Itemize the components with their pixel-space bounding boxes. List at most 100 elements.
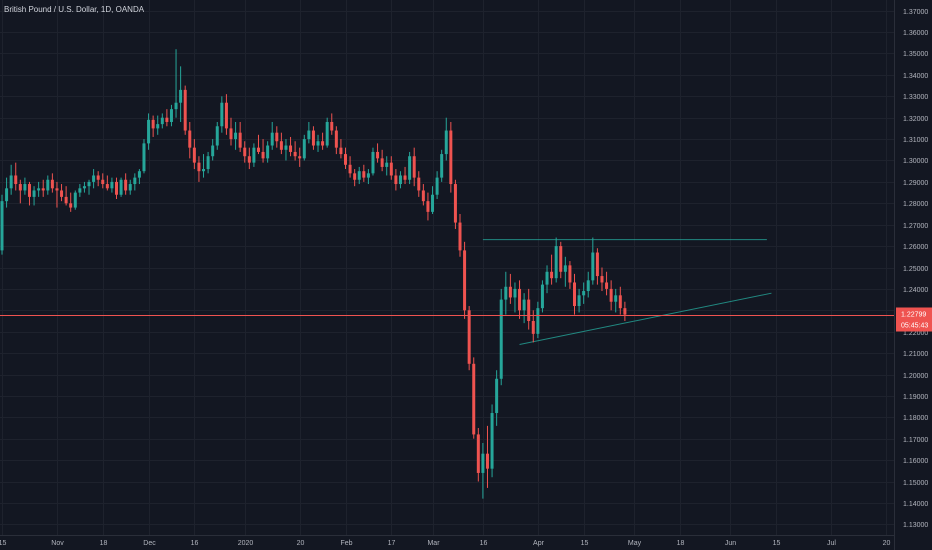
- candle[interactable]: [536, 301, 540, 339]
- trendlines[interactable]: [482, 239, 772, 346]
- candle[interactable]: [334, 126, 338, 155]
- candle[interactable]: [614, 288, 618, 313]
- candle[interactable]: [27, 181, 31, 206]
- candle[interactable]: [46, 175, 50, 195]
- candle[interactable]: [110, 177, 114, 193]
- candle[interactable]: [476, 428, 480, 482]
- candle[interactable]: [577, 288, 581, 313]
- candle[interactable]: [183, 85, 187, 135]
- candle[interactable]: [527, 288, 531, 330]
- candle[interactable]: [316, 134, 320, 152]
- candle[interactable]: [92, 169, 96, 189]
- candle[interactable]: [440, 149, 444, 182]
- candle[interactable]: [9, 164, 13, 195]
- candle[interactable]: [266, 141, 270, 163]
- candle[interactable]: [435, 171, 439, 200]
- candle[interactable]: [137, 169, 141, 185]
- candle[interactable]: [60, 184, 64, 202]
- candle[interactable]: [238, 121, 242, 152]
- candle[interactable]: [147, 113, 151, 150]
- candle[interactable]: [270, 121, 274, 150]
- candle[interactable]: [545, 265, 549, 294]
- candle[interactable]: [362, 164, 366, 182]
- candle[interactable]: [124, 173, 128, 195]
- candle[interactable]: [243, 141, 247, 163]
- candle[interactable]: [160, 113, 164, 129]
- candle[interactable]: [321, 132, 325, 150]
- candle[interactable]: [426, 192, 430, 221]
- candle[interactable]: [325, 117, 329, 148]
- candle[interactable]: [279, 132, 283, 155]
- candle[interactable]: [550, 254, 554, 285]
- candle[interactable]: [472, 357, 476, 439]
- candle[interactable]: [211, 139, 215, 161]
- candle[interactable]: [518, 280, 522, 319]
- candle[interactable]: [82, 181, 86, 193]
- candle[interactable]: [513, 282, 517, 313]
- candle[interactable]: [0, 194, 4, 255]
- candle[interactable]: [18, 179, 22, 204]
- candle[interactable]: [32, 186, 36, 206]
- candle[interactable]: [458, 214, 462, 257]
- candle[interactable]: [485, 425, 489, 488]
- candle[interactable]: [128, 179, 132, 195]
- candle[interactable]: [5, 177, 9, 208]
- candle[interactable]: [449, 121, 453, 193]
- candle[interactable]: [293, 141, 297, 161]
- candle[interactable]: [522, 293, 526, 324]
- candle[interactable]: [307, 121, 311, 144]
- candle[interactable]: [366, 169, 370, 185]
- candle[interactable]: [573, 273, 576, 315]
- candle[interactable]: [380, 149, 384, 172]
- candle[interactable]: [582, 282, 586, 304]
- candle[interactable]: [453, 179, 457, 229]
- candle[interactable]: [215, 121, 219, 150]
- candle[interactable]: [41, 179, 45, 197]
- candle[interactable]: [115, 177, 118, 200]
- candle[interactable]: [559, 241, 563, 279]
- candle[interactable]: [64, 186, 68, 206]
- candle[interactable]: [600, 267, 604, 292]
- candle[interactable]: [412, 147, 416, 187]
- candle[interactable]: [490, 404, 494, 478]
- candle[interactable]: [408, 151, 412, 185]
- candle[interactable]: [344, 147, 347, 170]
- price-axis[interactable]: 1.13000 1.14000 1.15000 1.16000 1.17000 1.180…: [903, 9, 928, 529]
- candle[interactable]: [330, 113, 334, 135]
- candle[interactable]: [623, 301, 627, 321]
- candle[interactable]: [275, 126, 279, 148]
- trendline[interactable]: [519, 292, 772, 346]
- candle[interactable]: [504, 271, 508, 315]
- candle[interactable]: [499, 288, 503, 386]
- candle[interactable]: [357, 166, 361, 185]
- candle[interactable]: [348, 156, 352, 178]
- candle[interactable]: [540, 280, 544, 313]
- candle[interactable]: [14, 162, 18, 191]
- candle[interactable]: [73, 190, 77, 210]
- candle[interactable]: [142, 139, 146, 174]
- candle[interactable]: [431, 186, 435, 214]
- candle[interactable]: [165, 109, 169, 127]
- candle[interactable]: [421, 184, 425, 206]
- candle[interactable]: [371, 147, 375, 176]
- candle[interactable]: [197, 156, 201, 182]
- time-axis[interactable]: 15 Nov 18 Dec 16 2020 20 Feb 17 Mar 16 Apr 15 May 18 Ju…: [0, 540, 890, 547]
- candle[interactable]: [403, 166, 407, 185]
- candle[interactable]: [385, 156, 389, 176]
- candles[interactable]: [0, 49, 627, 499]
- candle[interactable]: [302, 134, 306, 161]
- candle[interactable]: [169, 104, 173, 127]
- candle[interactable]: [376, 143, 380, 163]
- candle[interactable]: [256, 134, 260, 155]
- candle[interactable]: [605, 271, 609, 296]
- candle[interactable]: [105, 175, 109, 191]
- candle[interactable]: [151, 115, 155, 137]
- candle[interactable]: [247, 147, 251, 170]
- candle[interactable]: [23, 177, 27, 195]
- candle[interactable]: [50, 173, 54, 193]
- candle[interactable]: [261, 139, 265, 163]
- candle[interactable]: [467, 306, 471, 371]
- candle[interactable]: [119, 177, 123, 197]
